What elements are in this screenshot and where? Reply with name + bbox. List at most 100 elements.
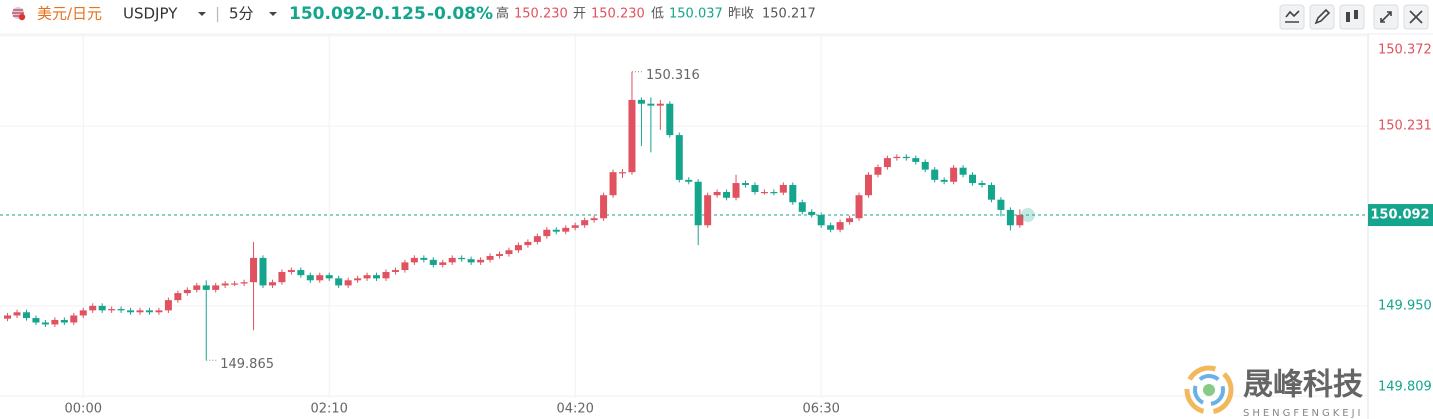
candle-body: [193, 285, 201, 290]
watermark-pinyin: SHENGFENGKEJI: [1243, 408, 1364, 419]
indicator-icon: [1285, 10, 1300, 23]
candle-body: [174, 293, 182, 301]
candle-body: [817, 215, 825, 226]
candle-body: [505, 250, 513, 255]
candle-body: [79, 310, 87, 316]
candle-body: [921, 161, 929, 170]
toolbar: [1279, 4, 1429, 30]
candle-body: [732, 183, 740, 198]
last-price-label: 150.092: [1370, 208, 1429, 223]
candle-body: [619, 172, 627, 174]
candle-body: [410, 257, 418, 263]
candle-body: [287, 270, 295, 272]
candle-body: [864, 174, 872, 196]
candle-body: [448, 257, 456, 263]
candle-body: [164, 300, 172, 311]
candle-body: [562, 227, 570, 232]
candle-body: [912, 158, 920, 162]
candle-body: [344, 280, 352, 286]
candle-body: [694, 181, 702, 226]
candle-body: [1006, 209, 1014, 226]
candle-body: [713, 192, 721, 196]
logo-ring: [1184, 365, 1234, 415]
x-tick-label: 00:00: [65, 402, 102, 417]
watermark-name: 晟峰科技: [1243, 368, 1363, 403]
high-label: 高: [496, 6, 509, 22]
candle-body: [950, 167, 958, 182]
candle-body: [458, 257, 466, 260]
day-low: 150.037: [669, 7, 723, 22]
candle-body: [155, 310, 163, 313]
candle-body: [136, 310, 144, 313]
candle-body: [306, 275, 314, 281]
candle-body: [647, 103, 655, 106]
candle-body: [89, 305, 97, 311]
candle-body: [609, 172, 617, 196]
symbol[interactable]: USDJPY: [123, 5, 178, 23]
candle-body: [51, 319, 59, 325]
candle-body: [401, 262, 409, 271]
candle-body: [959, 167, 967, 175]
candle-body: [533, 236, 541, 242]
candle-body: [997, 199, 1005, 210]
candle-body: [931, 169, 939, 180]
candle-body: [552, 229, 560, 232]
candle-body: [524, 241, 532, 246]
candle-body: [32, 318, 40, 323]
candle-body: [1016, 215, 1024, 226]
candle-body: [808, 211, 816, 216]
last-price-glow: [1020, 208, 1035, 223]
candle-body: [354, 278, 362, 281]
chart-type-icon: [1346, 10, 1358, 22]
candle-body: [855, 195, 863, 219]
candle-body: [723, 192, 731, 198]
flag-dot: [18, 13, 26, 21]
y-tick-label: 150.372: [1378, 43, 1432, 58]
change-pct: -0.08%: [427, 4, 493, 24]
candle-body: [382, 271, 390, 279]
candle-body: [846, 218, 854, 223]
candle-body: [268, 282, 276, 286]
candle-body: [108, 309, 116, 311]
chart-type-button[interactable]: [1339, 4, 1365, 30]
pair[interactable]: 美元/日元: [37, 5, 102, 23]
candle-body: [127, 310, 135, 313]
candle-body: [581, 220, 589, 226]
interval-caret[interactable]: [269, 12, 277, 16]
candle-body: [600, 195, 608, 219]
candle-body: [240, 282, 248, 284]
candle-body: [429, 259, 437, 265]
close-icon: [1409, 10, 1423, 24]
symbol-caret[interactable]: [198, 12, 206, 16]
y-tick-label: 149.950: [1378, 298, 1432, 313]
interval[interactable]: 5分: [229, 5, 254, 23]
draw-button[interactable]: [1309, 4, 1335, 30]
open-label: 开: [573, 7, 586, 22]
candle-body: [335, 278, 343, 286]
day-high: 150.230: [514, 7, 568, 22]
candle-body: [420, 257, 428, 260]
candle-body: [514, 245, 522, 251]
candle-body: [325, 275, 333, 279]
candle-body: [685, 179, 693, 182]
candle-body: [770, 192, 778, 194]
candle-body: [571, 225, 579, 228]
fullscreen-icon: [1380, 11, 1392, 23]
indicator-button[interactable]: [1279, 4, 1305, 30]
change: -0.125: [365, 4, 426, 24]
candle-body: [987, 184, 995, 200]
separator: |: [215, 5, 220, 23]
y-tick-label: 149.809: [1378, 380, 1432, 395]
candle-body: [741, 183, 749, 185]
candle-body: [13, 312, 21, 316]
candle-body: [297, 270, 305, 276]
candle-body: [316, 275, 324, 281]
candle-body: [751, 184, 759, 193]
candle-body: [278, 271, 286, 283]
candle-body: [779, 184, 787, 193]
candle-body: [656, 103, 664, 106]
candle-body: [183, 289, 191, 294]
candle-body: [978, 183, 986, 185]
max-label: 150.316: [646, 68, 700, 83]
